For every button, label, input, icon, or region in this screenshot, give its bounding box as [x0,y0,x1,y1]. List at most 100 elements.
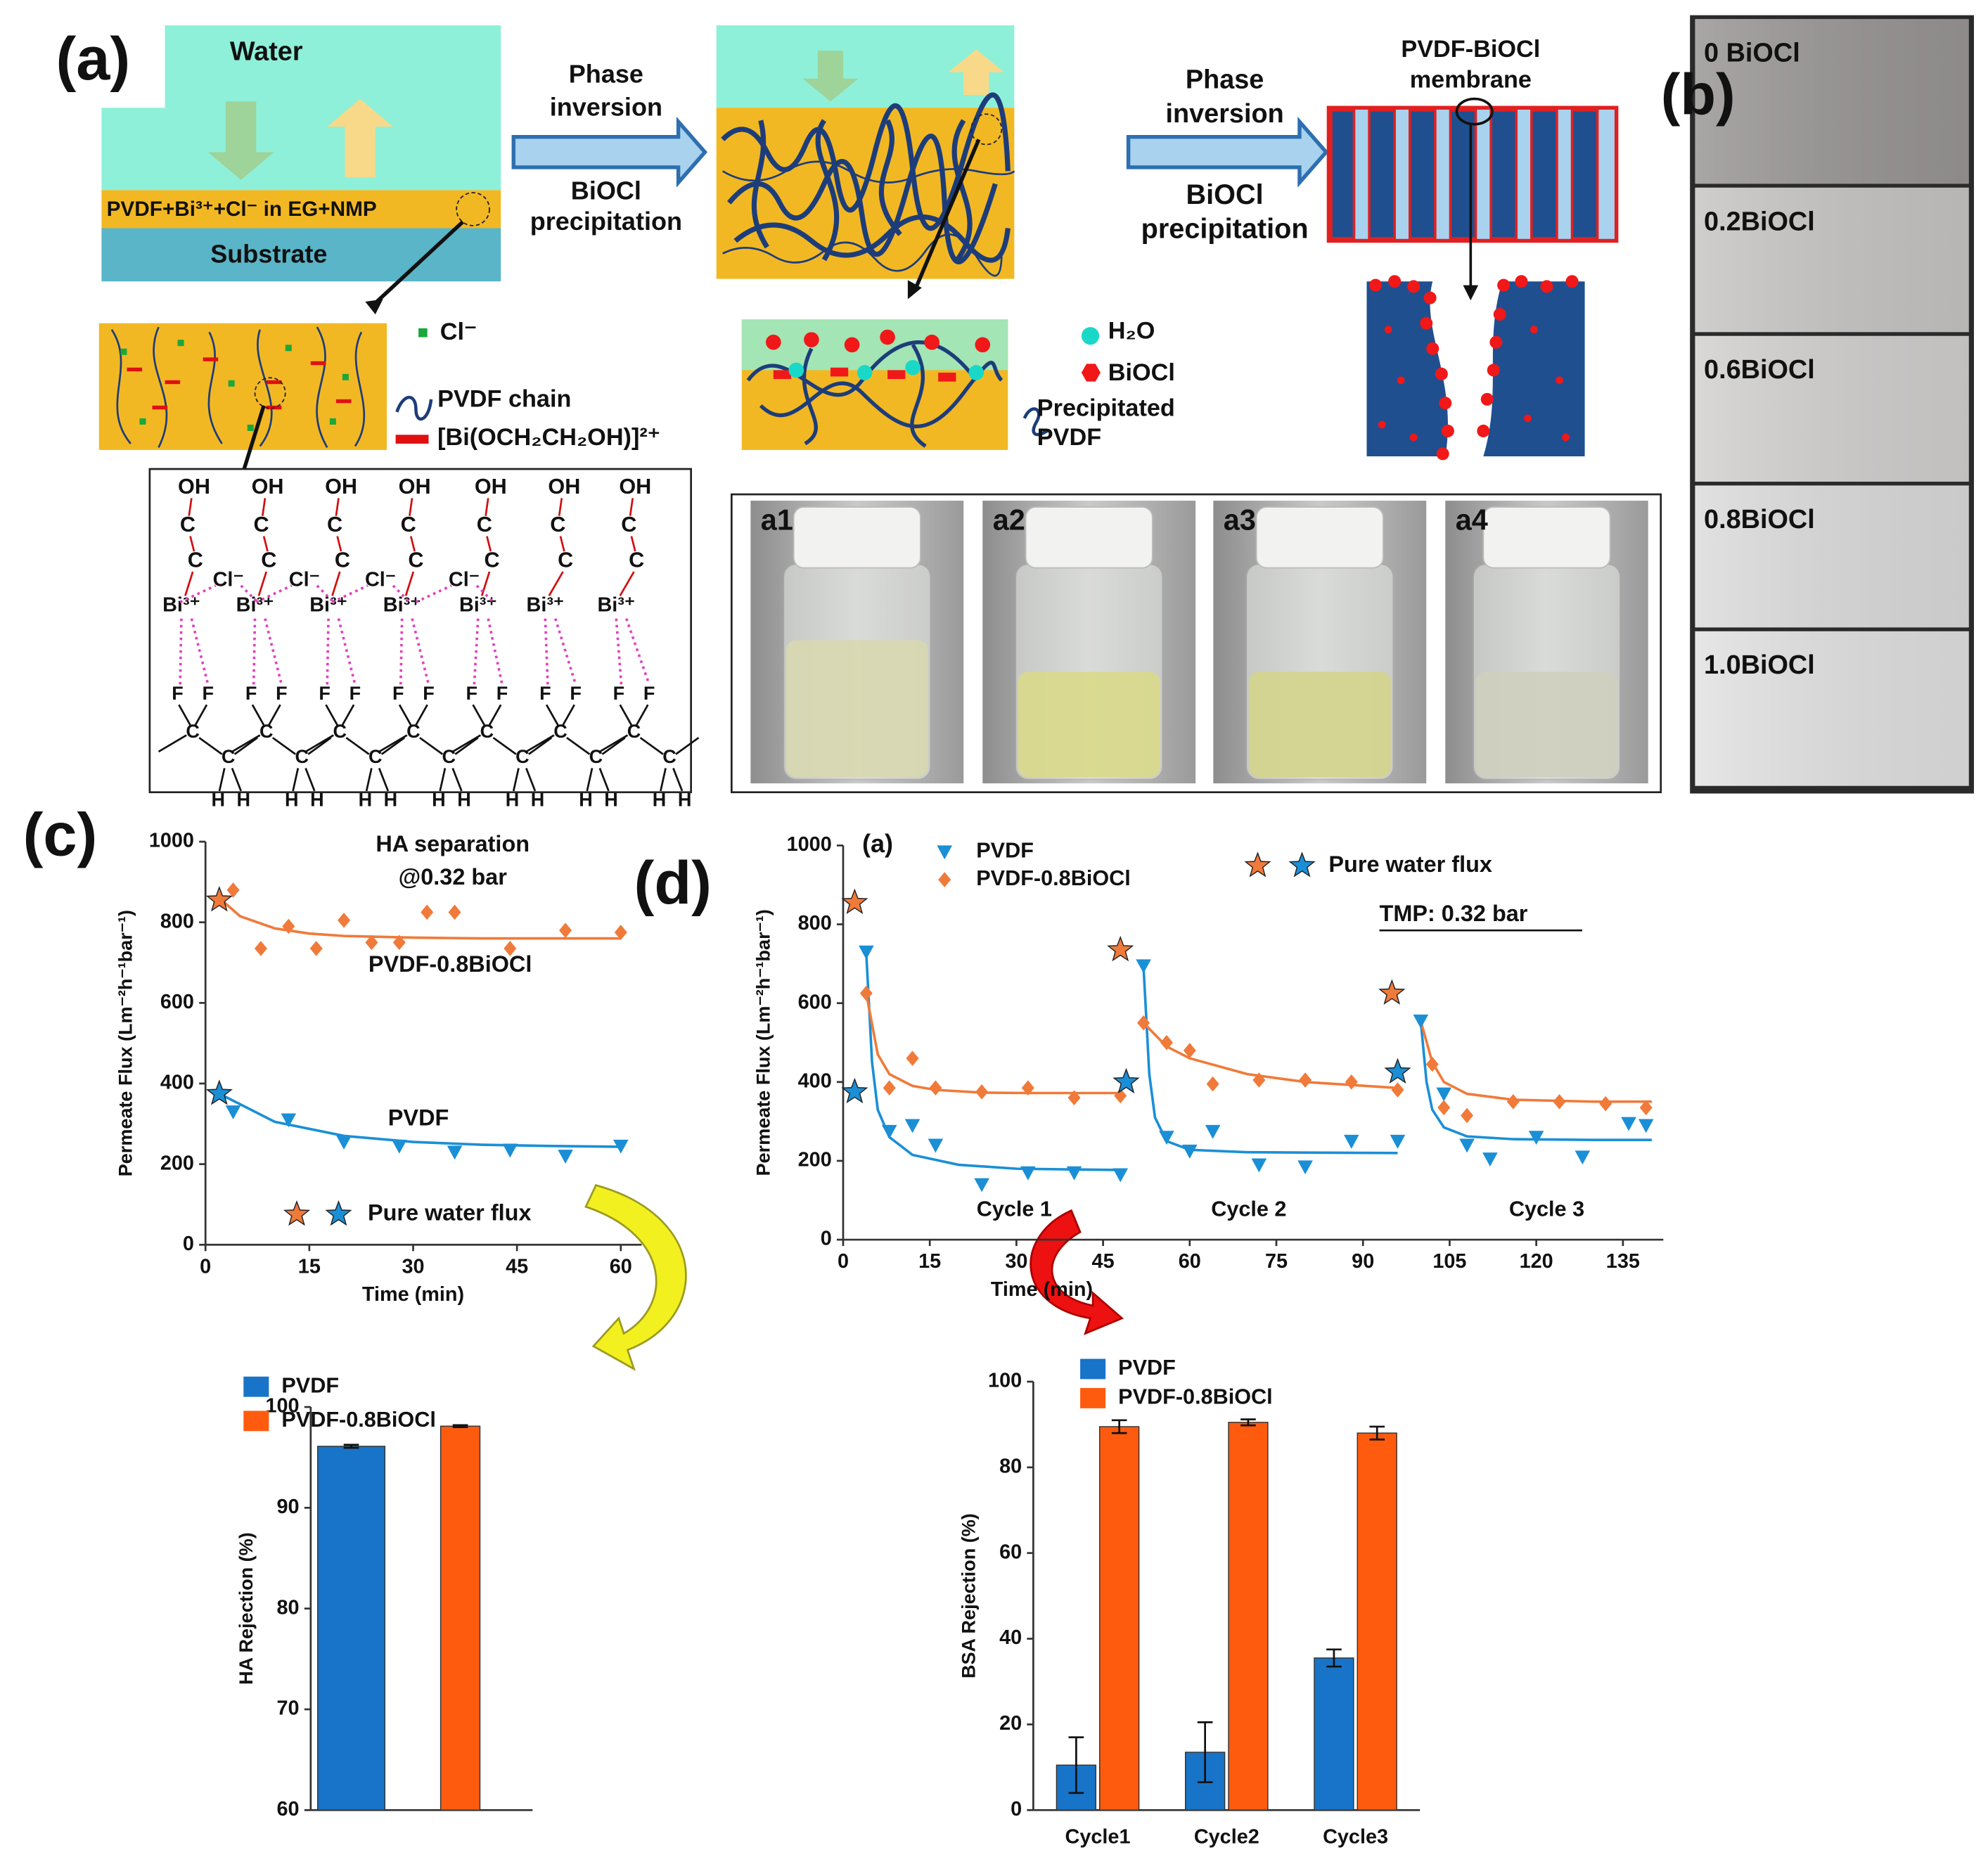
fit-curve [1419,1020,1652,1103]
h-label: H [384,789,398,810]
legend-swatch [1080,1358,1106,1380]
polymer-chains [110,326,366,449]
vial-liquid [1475,672,1618,778]
f-label: F [613,683,625,704]
vial-cap [1255,506,1384,569]
marker-diamond [1206,1076,1219,1092]
marker-diamond [1345,1074,1358,1090]
pure-water-star [205,1079,233,1105]
h-label: H [457,789,471,810]
error-bar [1197,1721,1213,1784]
c-label: C [662,746,676,767]
cycle-label: Cycle 3 [1509,1197,1584,1221]
vials: a1 a2 a3 a4 [750,501,1648,784]
biocl-particles [1369,275,1579,461]
marker-diamond [1299,1072,1312,1088]
error-bar [1326,1648,1342,1668]
oh-label: OH [325,475,357,499]
oh-label: OH [399,475,431,499]
oh-label: OH [619,475,651,499]
membrane-label: 0.6BiOCl [1704,355,1815,385]
membrane-sheen [1695,631,1969,786]
f-label: F [423,683,435,704]
chart: 0 20 40 60 80 100 BSA Rejection (%) Cycle1 Cycle… [958,1356,1421,1849]
dotted-bond [399,618,404,685]
dotted-bond [326,618,330,685]
error-bar [452,1424,468,1429]
membrane-strips [1368,109,1396,240]
pure-water-star [1384,1058,1411,1084]
legend-swatch [243,1411,269,1432]
h-label: H [285,789,299,810]
layer-label: Substrate [210,240,327,269]
f-label: F [539,683,551,704]
x-tick-label: 30 [1005,1250,1027,1273]
biocl-particles [1420,316,1433,330]
bond [184,571,194,596]
series-label: PVDF-0.8BiOCl [368,951,532,977]
marker-triangle [1112,1168,1129,1183]
vial-cap [793,506,921,569]
x-tick-label: 60 [1179,1250,1201,1273]
cl-ions [120,348,127,355]
h-label: H [310,789,324,810]
biocl-particles [1369,278,1383,292]
fit-curve [864,951,1121,1171]
biocl-particles [1524,414,1532,423]
x-axis-label: Time (min) [362,1283,464,1306]
f-label: F [496,683,508,704]
marker-diamond [883,1080,896,1096]
bond [409,498,413,516]
fit-curve [218,897,621,940]
bar [317,1446,386,1811]
error-bar [1240,1418,1256,1427]
marker-triangle [447,1145,463,1160]
step-label: Phase [569,60,643,89]
marker-triangle [392,1139,407,1154]
cycle-label: Cycle 2 [1211,1197,1286,1221]
series-label: PVDF [388,1105,449,1130]
legend-label: [Bi(OCH₂CH₂OH)]²⁺ [437,424,660,451]
cl-label: Cl⁻ [365,568,396,591]
polymer-chains [110,328,132,444]
f-label: F [349,683,361,704]
marker-triangle [859,945,874,960]
biocl-particles [1562,433,1570,442]
y-tick-label: 60 [999,1541,1022,1563]
step-label: inversion [550,93,662,122]
vial-label: a1 [761,503,793,536]
y-tick-label: 0 [821,1228,832,1250]
marker-triangle [928,1138,944,1153]
y-tick-label: 600 [160,991,194,1013]
process-arrow [511,116,708,188]
biocl-particles [1497,278,1511,292]
biocl-particles [938,373,956,382]
cl-ions [139,418,146,425]
marker-triangle [1413,1014,1429,1029]
c-label: C [327,513,342,536]
y-tick-label: 800 [160,910,194,932]
marker-diamond [906,1050,919,1066]
biocl-particles [1441,424,1454,437]
vial-label: a4 [1456,503,1488,536]
layer-label: PVDF+Bi³⁺+Cl⁻ in EG+NMP [107,198,377,221]
curved-arrow [1030,1209,1124,1335]
y-tick-label: 80 [999,1455,1022,1477]
zoom-arrow [239,405,266,480]
marker-triangle [1136,959,1151,974]
legend-star [325,1200,352,1226]
chart: 60 70 80 90 100 HA Rejection (%) PVDF PVDF-0.8B… [236,1373,533,1820]
polymer-chains [721,92,1011,264]
polymer-chains [910,343,927,448]
legend-water [1081,327,1100,345]
bi-complex [310,361,326,366]
panel-label: (c) [23,801,98,868]
biocl-particles [766,329,991,382]
marker-diamond [1639,1100,1653,1116]
step-label: Phase [1186,65,1264,94]
marker-diamond [614,925,627,940]
marker-triangle [1621,1117,1636,1131]
biocl-particles [1384,326,1392,334]
marker-diamond [938,872,951,887]
legend-label: H₂O [1108,317,1155,344]
